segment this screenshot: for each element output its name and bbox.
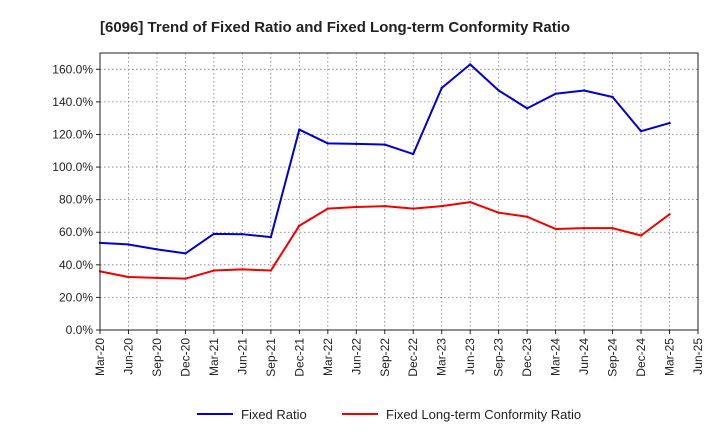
y-tick-label: 80.0% xyxy=(59,193,93,207)
x-tick-label: Dec-23 xyxy=(520,338,534,377)
y-tick-label: 120.0% xyxy=(52,127,93,141)
data-point xyxy=(326,142,330,145)
y-tick-label: 20.0% xyxy=(59,290,93,304)
x-axis-ticks: Mar-20 Jun-20 Sep-20 Dec-20 Mar-21 Jun-21 Sep-… xyxy=(93,330,705,377)
data-point xyxy=(497,211,500,214)
data-point xyxy=(127,275,130,279)
data-point xyxy=(554,227,557,231)
data-point xyxy=(525,215,529,218)
y-tick-label: 160.0% xyxy=(52,62,93,76)
x-tick-label: Sep-20 xyxy=(150,338,164,377)
data-point xyxy=(184,252,187,255)
data-point xyxy=(639,130,643,133)
data-point xyxy=(412,152,415,156)
data-point xyxy=(383,143,386,146)
series-fixed-ratio xyxy=(98,63,671,255)
data-point xyxy=(497,89,500,92)
data-point xyxy=(269,235,273,239)
data-point xyxy=(440,204,443,208)
y-tick-label: 60.0% xyxy=(59,225,93,239)
x-tick-label: Dec-20 xyxy=(178,338,192,377)
data-point xyxy=(468,63,472,66)
y-tick-label: 140.0% xyxy=(52,95,93,109)
data-point xyxy=(212,232,216,236)
x-tick-label: Sep-24 xyxy=(606,338,620,377)
x-tick-label: Dec-24 xyxy=(634,338,648,377)
x-tick-label: Jun-21 xyxy=(235,338,249,375)
x-tick-label: Sep-22 xyxy=(378,338,392,377)
x-tick-label: Mar-22 xyxy=(321,338,335,376)
x-tick-label: Sep-23 xyxy=(492,338,506,377)
legend-label: Fixed Long-term Conformity Ratio xyxy=(386,407,581,422)
data-point xyxy=(155,276,159,280)
data-point xyxy=(298,128,301,131)
x-tick-label: Dec-21 xyxy=(292,338,306,377)
data-point xyxy=(355,142,358,146)
x-tick-label: Sep-21 xyxy=(264,338,278,377)
y-tick-label: 100.0% xyxy=(52,160,93,174)
data-point xyxy=(525,107,529,110)
y-tick-label: 40.0% xyxy=(59,258,93,272)
data-point xyxy=(298,224,301,227)
data-point xyxy=(668,121,671,125)
legend: Fixed Ratio Fixed Long-term Conformity Ra… xyxy=(197,407,581,422)
data-point xyxy=(355,205,358,209)
data-point xyxy=(412,207,415,210)
data-point xyxy=(127,243,130,246)
x-tick-label: Mar-21 xyxy=(207,338,221,376)
data-point xyxy=(155,248,159,251)
data-point xyxy=(440,86,443,90)
data-point xyxy=(611,95,614,99)
data-point xyxy=(468,200,472,204)
data-point xyxy=(241,268,244,271)
chart-title: [6096] Trend of Fixed Ratio and Fixed Lo… xyxy=(100,19,570,36)
data-point xyxy=(383,204,386,208)
data-point xyxy=(212,269,216,272)
data-point xyxy=(639,234,643,237)
x-tick-label: Dec-22 xyxy=(406,338,420,377)
legend-label: Fixed Ratio xyxy=(241,407,307,422)
x-tick-label: Jun-24 xyxy=(577,338,591,375)
plot-frame xyxy=(99,52,699,331)
x-tick-label: Mar-25 xyxy=(663,338,677,376)
x-tick-label: Jun-20 xyxy=(121,338,135,375)
data-point xyxy=(241,232,244,236)
series-lines xyxy=(98,63,671,280)
y-axis-ticks: 0.0% 20.0% 40.0% 60.0% 80.0% 100.0% 120.0% 140.… xyxy=(52,62,100,337)
data-point xyxy=(554,92,557,95)
data-point xyxy=(611,226,614,230)
data-point xyxy=(582,226,586,230)
series-fixed-long-term-conformity-ratio xyxy=(98,200,671,280)
x-tick-label: Mar-24 xyxy=(549,338,563,376)
x-tick-label: Jun-22 xyxy=(349,338,363,375)
grid xyxy=(100,53,698,330)
x-tick-label: Jun-23 xyxy=(463,338,477,375)
data-point xyxy=(668,213,671,216)
data-point xyxy=(326,207,330,210)
x-tick-label: Jun-25 xyxy=(691,338,705,375)
x-tick-label: Mar-23 xyxy=(435,338,449,376)
data-point xyxy=(269,269,273,272)
x-tick-label: Mar-20 xyxy=(93,338,107,376)
data-point xyxy=(582,89,586,92)
y-tick-label: 0.0% xyxy=(66,323,94,337)
data-point xyxy=(184,277,187,280)
